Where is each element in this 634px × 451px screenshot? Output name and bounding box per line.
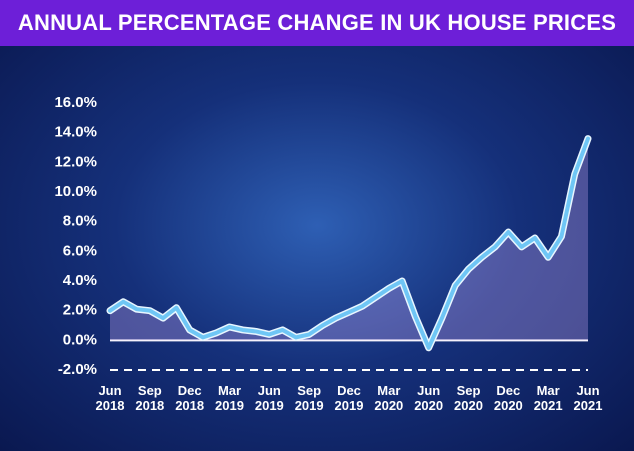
y-tick-label: 10.0%: [54, 183, 97, 200]
chart-title: ANNUAL PERCENTAGE CHANGE IN UK HOUSE PRI…: [0, 0, 634, 46]
y-tick-label: 6.0%: [63, 242, 97, 259]
x-tick-label: Sep 2019: [294, 383, 324, 413]
y-tick-label: 12.0%: [54, 153, 97, 170]
x-tick-label: Mar 2020: [374, 383, 404, 413]
y-tick-label: 0.0%: [63, 331, 97, 348]
x-tick-label: Sep 2018: [135, 383, 165, 413]
y-tick-label: 14.0%: [54, 124, 97, 141]
y-tick-label: 8.0%: [63, 213, 97, 230]
x-tick-label: Jun 2021: [573, 383, 603, 413]
x-tick-label: Dec 2018: [175, 383, 205, 413]
x-tick-label: Jun 2020: [414, 383, 444, 413]
x-tick-label: Dec 2019: [334, 383, 364, 413]
x-tick-label: Dec 2020: [493, 383, 523, 413]
y-tick-label: -2.0%: [58, 361, 97, 378]
x-tick-label: Sep 2020: [454, 383, 483, 413]
area: [110, 138, 588, 348]
x-tick-label: Mar 2019: [215, 383, 244, 413]
x-tick-label: Mar 2021: [533, 383, 563, 413]
x-tick-label: Jun 2018: [95, 383, 125, 413]
y-tick-label: 2.0%: [63, 302, 97, 319]
y-tick-label: 16.0%: [54, 94, 97, 111]
y-tick-label: 4.0%: [63, 272, 97, 289]
line: [108, 136, 590, 350]
x-tick-label: Jun 2019: [254, 383, 284, 413]
